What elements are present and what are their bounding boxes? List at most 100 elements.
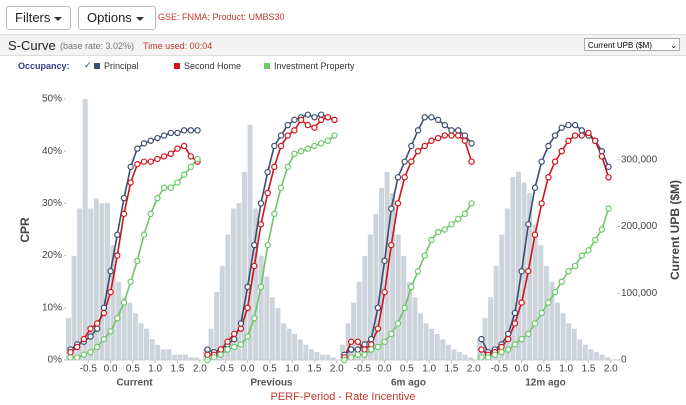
cpr-point [180,142,188,150]
cpr-point [565,268,572,275]
cpr-point [140,158,148,165]
cpr-point [461,132,469,139]
y2-axis-label: Current UPB ($M) [668,180,682,280]
upb-bar [219,265,225,360]
filters-button[interactable]: Filters [6,6,72,30]
cpr-point [408,283,415,291]
upb-bar [445,344,451,360]
cpr-point [484,354,492,361]
cpr-point [127,179,134,186]
cpr-point [468,140,475,147]
upb-bar [373,213,379,360]
cpr-point [114,252,121,259]
cpr-point [401,158,408,165]
upb-bar [320,354,326,360]
cpr-point [421,142,428,150]
cpr-point [94,320,101,327]
options-button[interactable]: Options [78,6,156,30]
cpr-point [264,168,271,176]
x-tick-label: 0.0 [378,364,392,375]
cpr-point [434,228,442,236]
upb-bar [121,297,127,360]
upb-bar [356,281,362,360]
upb-bar [225,234,231,360]
upb-bar [208,328,214,360]
cpr-point [531,184,539,191]
legend-entry[interactable]: Investment Property [274,61,355,71]
cpr-point [478,346,485,353]
cpr-point [401,174,408,181]
cpr-point [134,257,141,265]
cpr-point [491,351,499,358]
cpr-point [244,333,251,340]
upb-bar [582,344,588,360]
header: S-Curve (base rate: 3.02%) Time used: 00… [0,35,686,56]
cpr-point [73,354,81,361]
upb-bar [462,354,468,360]
cpr-point [167,129,174,137]
upb-bar [468,357,474,360]
upb-bar [242,171,247,360]
cpr-point [441,121,448,129]
cpr-point [361,341,368,348]
upb-bar [144,328,150,360]
legend-entry[interactable]: Second Home [184,61,242,71]
cpr-point [518,299,525,306]
x-tick-label: -0.5 [491,364,509,375]
cpr-point [531,320,539,327]
cpr-point [271,142,278,150]
cpr-point [578,127,585,134]
cpr-point [394,174,402,181]
cpr-point [565,121,572,129]
cpr-point [591,236,599,244]
toolbar: Filters Options GSE: FNMA; Product: UMBS… [0,0,686,35]
cpr-point [388,205,395,212]
upb-bar [510,177,516,360]
cpr-point [598,226,606,233]
upb-bar [577,339,583,360]
cpr-point [478,354,485,361]
upb-bar [457,351,463,360]
cpr-point [271,163,278,171]
upb-bar [571,328,577,360]
cpr-point [525,221,532,228]
upb-bar [110,245,116,360]
cpr-point [174,129,181,137]
cpr-point [94,325,101,332]
cpr-point [381,288,388,296]
cpr-point [180,171,188,178]
cpr-point [107,288,114,296]
cpr-point [297,116,305,124]
cpr-point [107,268,114,275]
cpr-point [498,348,505,356]
upb-bar [367,234,373,360]
metric-dropdown[interactable]: Current UPB ($M) ⌄ [584,38,680,51]
cpr-point [401,304,408,311]
cpr-point [388,241,395,249]
cpr-point [120,210,128,218]
cpr-point [87,348,94,356]
cpr-point [421,252,428,259]
upb-bar [160,349,166,360]
cpr-point [421,114,428,121]
upb-bar [66,317,71,360]
cpr-point [160,184,168,191]
upb-bar [451,349,457,360]
cpr-point [434,134,442,142]
cpr-point [180,127,188,134]
cpr-point [408,158,415,165]
panel-label: Previous [250,378,293,389]
cpr-point [277,142,285,150]
legend-entry[interactable]: Principal [104,61,139,71]
upb-bar [127,302,133,360]
dropdown-caret: ⌄ [670,41,677,50]
x-axis-label: PERF-Period - Rate Incentive [271,391,416,403]
cpr-point [257,200,265,207]
cpr-point [368,335,375,343]
upb-bar [379,187,384,360]
cpr-point [94,343,101,351]
cpr-point [120,299,128,306]
cpr-point [408,142,415,150]
upb-bar [82,99,88,360]
cpr-point [154,194,161,202]
